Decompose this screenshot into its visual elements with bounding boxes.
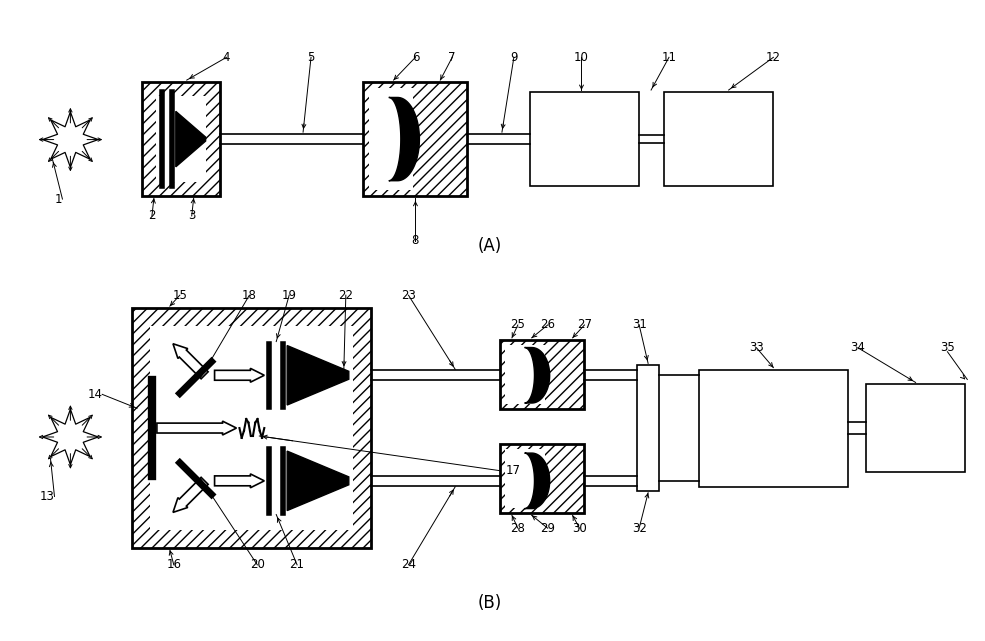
Polygon shape — [173, 478, 208, 512]
Text: 8: 8 — [412, 234, 420, 247]
Text: 22: 22 — [338, 288, 354, 302]
Text: 32: 32 — [631, 522, 646, 535]
Text: 11: 11 — [662, 51, 677, 64]
Text: 6: 6 — [412, 51, 420, 64]
Bar — [156, 96, 206, 182]
Bar — [142, 82, 220, 196]
Text: 27: 27 — [577, 319, 592, 331]
Text: 35: 35 — [940, 341, 954, 354]
Text: 4: 4 — [223, 51, 230, 64]
Polygon shape — [288, 345, 349, 405]
Text: 16: 16 — [166, 558, 181, 571]
Bar — [142, 82, 220, 196]
Text: 20: 20 — [250, 558, 265, 571]
Text: 30: 30 — [572, 522, 587, 535]
Text: 13: 13 — [39, 490, 54, 503]
Text: 25: 25 — [510, 319, 525, 331]
Bar — [500, 340, 584, 409]
Bar — [530, 92, 639, 186]
Bar — [505, 345, 546, 404]
Text: 23: 23 — [401, 288, 416, 302]
Text: 10: 10 — [574, 51, 589, 64]
Polygon shape — [525, 453, 550, 508]
Bar — [866, 385, 965, 472]
Bar — [362, 82, 467, 196]
Bar — [698, 370, 848, 487]
Text: 15: 15 — [172, 288, 187, 302]
Text: 5: 5 — [307, 51, 315, 64]
Text: 17: 17 — [506, 464, 521, 477]
Text: 26: 26 — [540, 319, 556, 331]
Polygon shape — [173, 344, 208, 379]
Text: 3: 3 — [188, 210, 195, 222]
Text: 21: 21 — [290, 558, 304, 571]
Text: 29: 29 — [540, 522, 556, 535]
Text: 14: 14 — [88, 388, 102, 401]
Text: 2: 2 — [148, 210, 156, 222]
Polygon shape — [157, 421, 236, 435]
Text: 7: 7 — [448, 51, 456, 64]
Text: 33: 33 — [750, 341, 764, 354]
Text: 18: 18 — [242, 288, 257, 302]
Bar — [132, 308, 370, 548]
Text: 34: 34 — [850, 341, 866, 354]
Bar — [500, 444, 584, 513]
Polygon shape — [288, 451, 349, 511]
Text: 12: 12 — [766, 51, 781, 64]
Text: 31: 31 — [631, 319, 646, 331]
Bar — [505, 449, 546, 508]
Bar — [150, 326, 353, 530]
Bar — [664, 92, 773, 186]
Text: 9: 9 — [510, 51, 518, 64]
Bar — [637, 365, 659, 491]
Bar — [500, 444, 584, 513]
Bar — [368, 88, 413, 190]
Bar — [500, 340, 584, 409]
Text: 1: 1 — [55, 192, 62, 206]
Polygon shape — [215, 369, 264, 382]
Polygon shape — [389, 97, 420, 181]
Text: 28: 28 — [510, 522, 525, 535]
Text: (B): (B) — [478, 594, 502, 612]
Text: 19: 19 — [282, 288, 296, 302]
Polygon shape — [215, 474, 264, 488]
Bar — [362, 82, 467, 196]
Bar — [132, 308, 370, 548]
Text: (A): (A) — [478, 237, 502, 254]
Polygon shape — [175, 112, 206, 167]
Polygon shape — [525, 347, 550, 403]
Text: 24: 24 — [401, 558, 416, 571]
